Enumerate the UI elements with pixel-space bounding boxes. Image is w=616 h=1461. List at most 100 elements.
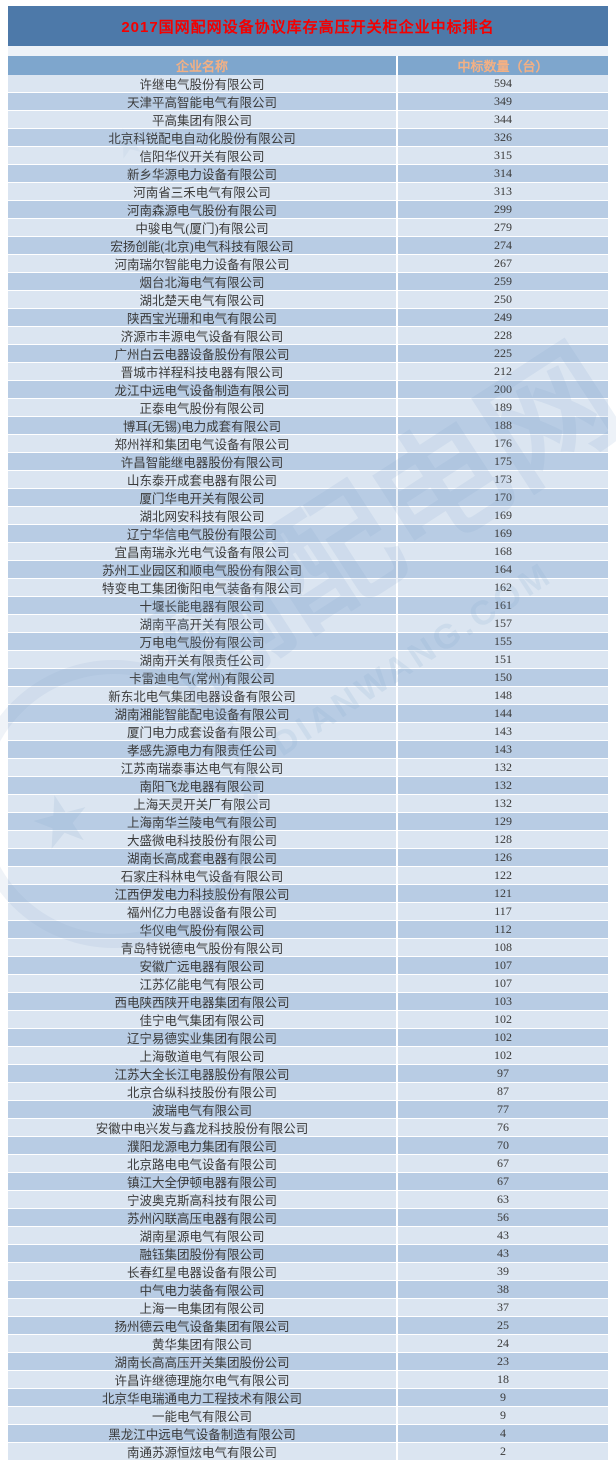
bid-count-cell: 23 [396,1353,608,1370]
table-row: 济源市丰源电气设备有限公司 228 [8,327,608,345]
table-row: 上海敬道电气有限公司 102 [8,1047,608,1065]
company-name-cell: 黑龙江中远电气设备制造有限公司 [108,1428,296,1442]
table-row: 石家庄科林电气设备有限公司 122 [8,867,608,885]
company-name-cell: 濮阳龙源电力集团有限公司 [126,1140,277,1154]
company-name-cell: 安徽广远电器有限公司 [139,960,265,974]
table-row: 辽宁华信电气股份有限公司 169 [8,525,608,543]
table-row: 龙江中远电气设备制造有限公司 200 [8,381,608,399]
table-row: 湖南平高开关有限公司 157 [8,615,608,633]
company-name-cell: 中气电力装备有限公司 [139,1284,265,1298]
company-name-cell: 融钰集团股份有限公司 [139,1248,265,1262]
bid-count-cell: 2 [396,1443,608,1460]
bid-count-cell: 43 [396,1227,608,1244]
table-row: 许昌许继德理施尔电气有限公司 18 [8,1371,608,1389]
company-name-cell: 龙江中远电气设备制造有限公司 [114,384,290,398]
company-name-cell: 苏州工业园区和顺电气股份有限公司 [101,564,302,578]
company-name-cell: 扬州德云电气设备集团有限公司 [114,1320,290,1334]
bid-count-cell: 132 [396,777,608,794]
company-name-cell: 卡雷迪电气(常州)有限公司 [129,672,275,686]
table-row: 西电陕西陕开电器集团有限公司 103 [8,993,608,1011]
bid-count-cell: 225 [396,345,608,362]
bid-count-cell: 349 [396,93,608,110]
table-row: 青岛特锐德电气股份有限公司 108 [8,939,608,957]
bid-count-cell: 314 [396,165,608,182]
table-row: 上海南华兰陵电气有限公司 129 [8,813,608,831]
table-row: 湖南长高高压开关集团股份公司 23 [8,1353,608,1371]
bid-count-cell: 4 [396,1425,608,1442]
company-name-cell: 辽宁易德实业集团有限公司 [126,1032,277,1046]
column-header-company: 企业名称 [175,59,228,74]
bid-count-cell: 249 [396,309,608,326]
table-row: 湖南长高成套电器有限公司 126 [8,849,608,867]
bid-count-cell: 267 [396,255,608,272]
company-name-cell: 湖南湘能智能配电设备有限公司 [114,708,290,722]
table-row: 湖南开关有限责任公司 151 [8,651,608,669]
table-row: 湖南星源电气有限公司 43 [8,1227,608,1245]
bid-count-cell: 175 [396,453,608,470]
page-title: 2017国网配网设备协议库存高压开关柜企业中标排名 [121,18,495,36]
company-name-cell: 平高集团有限公司 [151,114,252,128]
table-row: 厦门电力成套设备有限公司 143 [8,723,608,741]
company-name-cell: 正泰电气股份有限公司 [139,402,265,416]
company-name-cell: 佳宁电气集团有限公司 [139,1014,265,1028]
bid-count-cell: 87 [396,1083,608,1100]
bid-count-cell: 151 [396,651,608,668]
bid-count-cell: 76 [396,1119,608,1136]
company-name-cell: 新乡华源电力设备有限公司 [126,168,277,182]
bid-count-cell: 148 [396,687,608,704]
company-name-cell: 北京华电瑞通电力工程技术有限公司 [101,1392,302,1406]
table-row: 信阳华仪开关有限公司 315 [8,147,608,165]
company-name-cell: 北京科锐配电自动化股份有限公司 [108,132,296,146]
table-row: 陕西宝光珊和电气有限公司 249 [8,309,608,327]
company-name-cell: 厦门华电开关有限公司 [139,492,265,506]
bid-count-cell: 150 [396,669,608,686]
bid-count-cell: 129 [396,813,608,830]
table-row: 江苏南瑞泰事达电气有限公司 132 [8,759,608,777]
table-row: 宏扬创能(北京)电气科技有限公司 274 [8,237,608,255]
bid-count-cell: 313 [396,183,608,200]
table-row: 中气电力装备有限公司 38 [8,1281,608,1299]
bid-count-cell: 169 [396,507,608,524]
table-row: 佳宁电气集团有限公司 102 [8,1011,608,1029]
bid-count-cell: 108 [396,939,608,956]
table-row: 辽宁易德实业集团有限公司 102 [8,1029,608,1047]
bid-count-cell: 144 [396,705,608,722]
company-name-cell: 苏州闪联高压电器有限公司 [126,1212,277,1226]
company-name-cell: 许继电气股份有限公司 [139,78,265,92]
company-name-cell: 博耳(无锡)电力成套有限公司 [122,420,282,434]
company-name-cell: 烟台北海电气有限公司 [139,276,265,290]
bid-count-cell: 164 [396,561,608,578]
company-name-cell: 黄华集团有限公司 [151,1338,252,1352]
company-name-cell: 湖南平高开关有限公司 [139,618,265,632]
company-name-cell: 上海南华兰陵电气有限公司 [126,816,277,830]
table-row: 湖北楚天电气有限公司 250 [8,291,608,309]
company-name-cell: 石家庄科林电气设备有限公司 [120,870,284,884]
company-name-cell: 上海天灵开关厂有限公司 [133,798,271,812]
table-row: 正泰电气股份有限公司 189 [8,399,608,417]
table-body: 许继电气股份有限公司 594 天津平高智能电气有限公司 349 平高集团有限公司… [8,75,608,1461]
table-row: 黑龙江中远电气设备制造有限公司 4 [8,1425,608,1443]
table-row: 安徽中电兴发与鑫龙科技股份有限公司 76 [8,1119,608,1137]
bid-count-cell: 259 [396,273,608,290]
bid-count-cell: 107 [396,975,608,992]
bid-count-cell: 161 [396,597,608,614]
table-row: 特变电工集团衡阳电气装备有限公司 162 [8,579,608,597]
company-name-cell: 北京合纵科技股份有限公司 [126,1086,277,1100]
bid-count-cell: 128 [396,831,608,848]
company-name-cell: 中骏电气(厦门)有限公司 [135,222,269,236]
bid-count-cell: 25 [396,1317,608,1334]
company-name-cell: 孝感先源电力有限责任公司 [126,744,277,758]
company-name-cell: 河南省三禾电气有限公司 [133,186,271,200]
company-name-cell: 江苏南瑞泰事达电气有限公司 [120,762,284,776]
bid-count-cell: 155 [396,633,608,650]
company-name-cell: 一能电气有限公司 [151,1410,252,1424]
table-row: 南通苏源恒炫电气有限公司 2 [8,1443,608,1461]
company-name-cell: 辽宁华信电气股份有限公司 [126,528,277,542]
table-row: 江西伊发电力科技股份有限公司 121 [8,885,608,903]
table-row: 融钰集团股份有限公司 43 [8,1245,608,1263]
company-name-cell: 上海敬道电气有限公司 [139,1050,265,1064]
title-gap-divider [8,46,608,56]
bid-count-cell: 274 [396,237,608,254]
company-name-cell: 河南森源电气股份有限公司 [126,204,277,218]
table-row: 扬州德云电气设备集团有限公司 25 [8,1317,608,1335]
